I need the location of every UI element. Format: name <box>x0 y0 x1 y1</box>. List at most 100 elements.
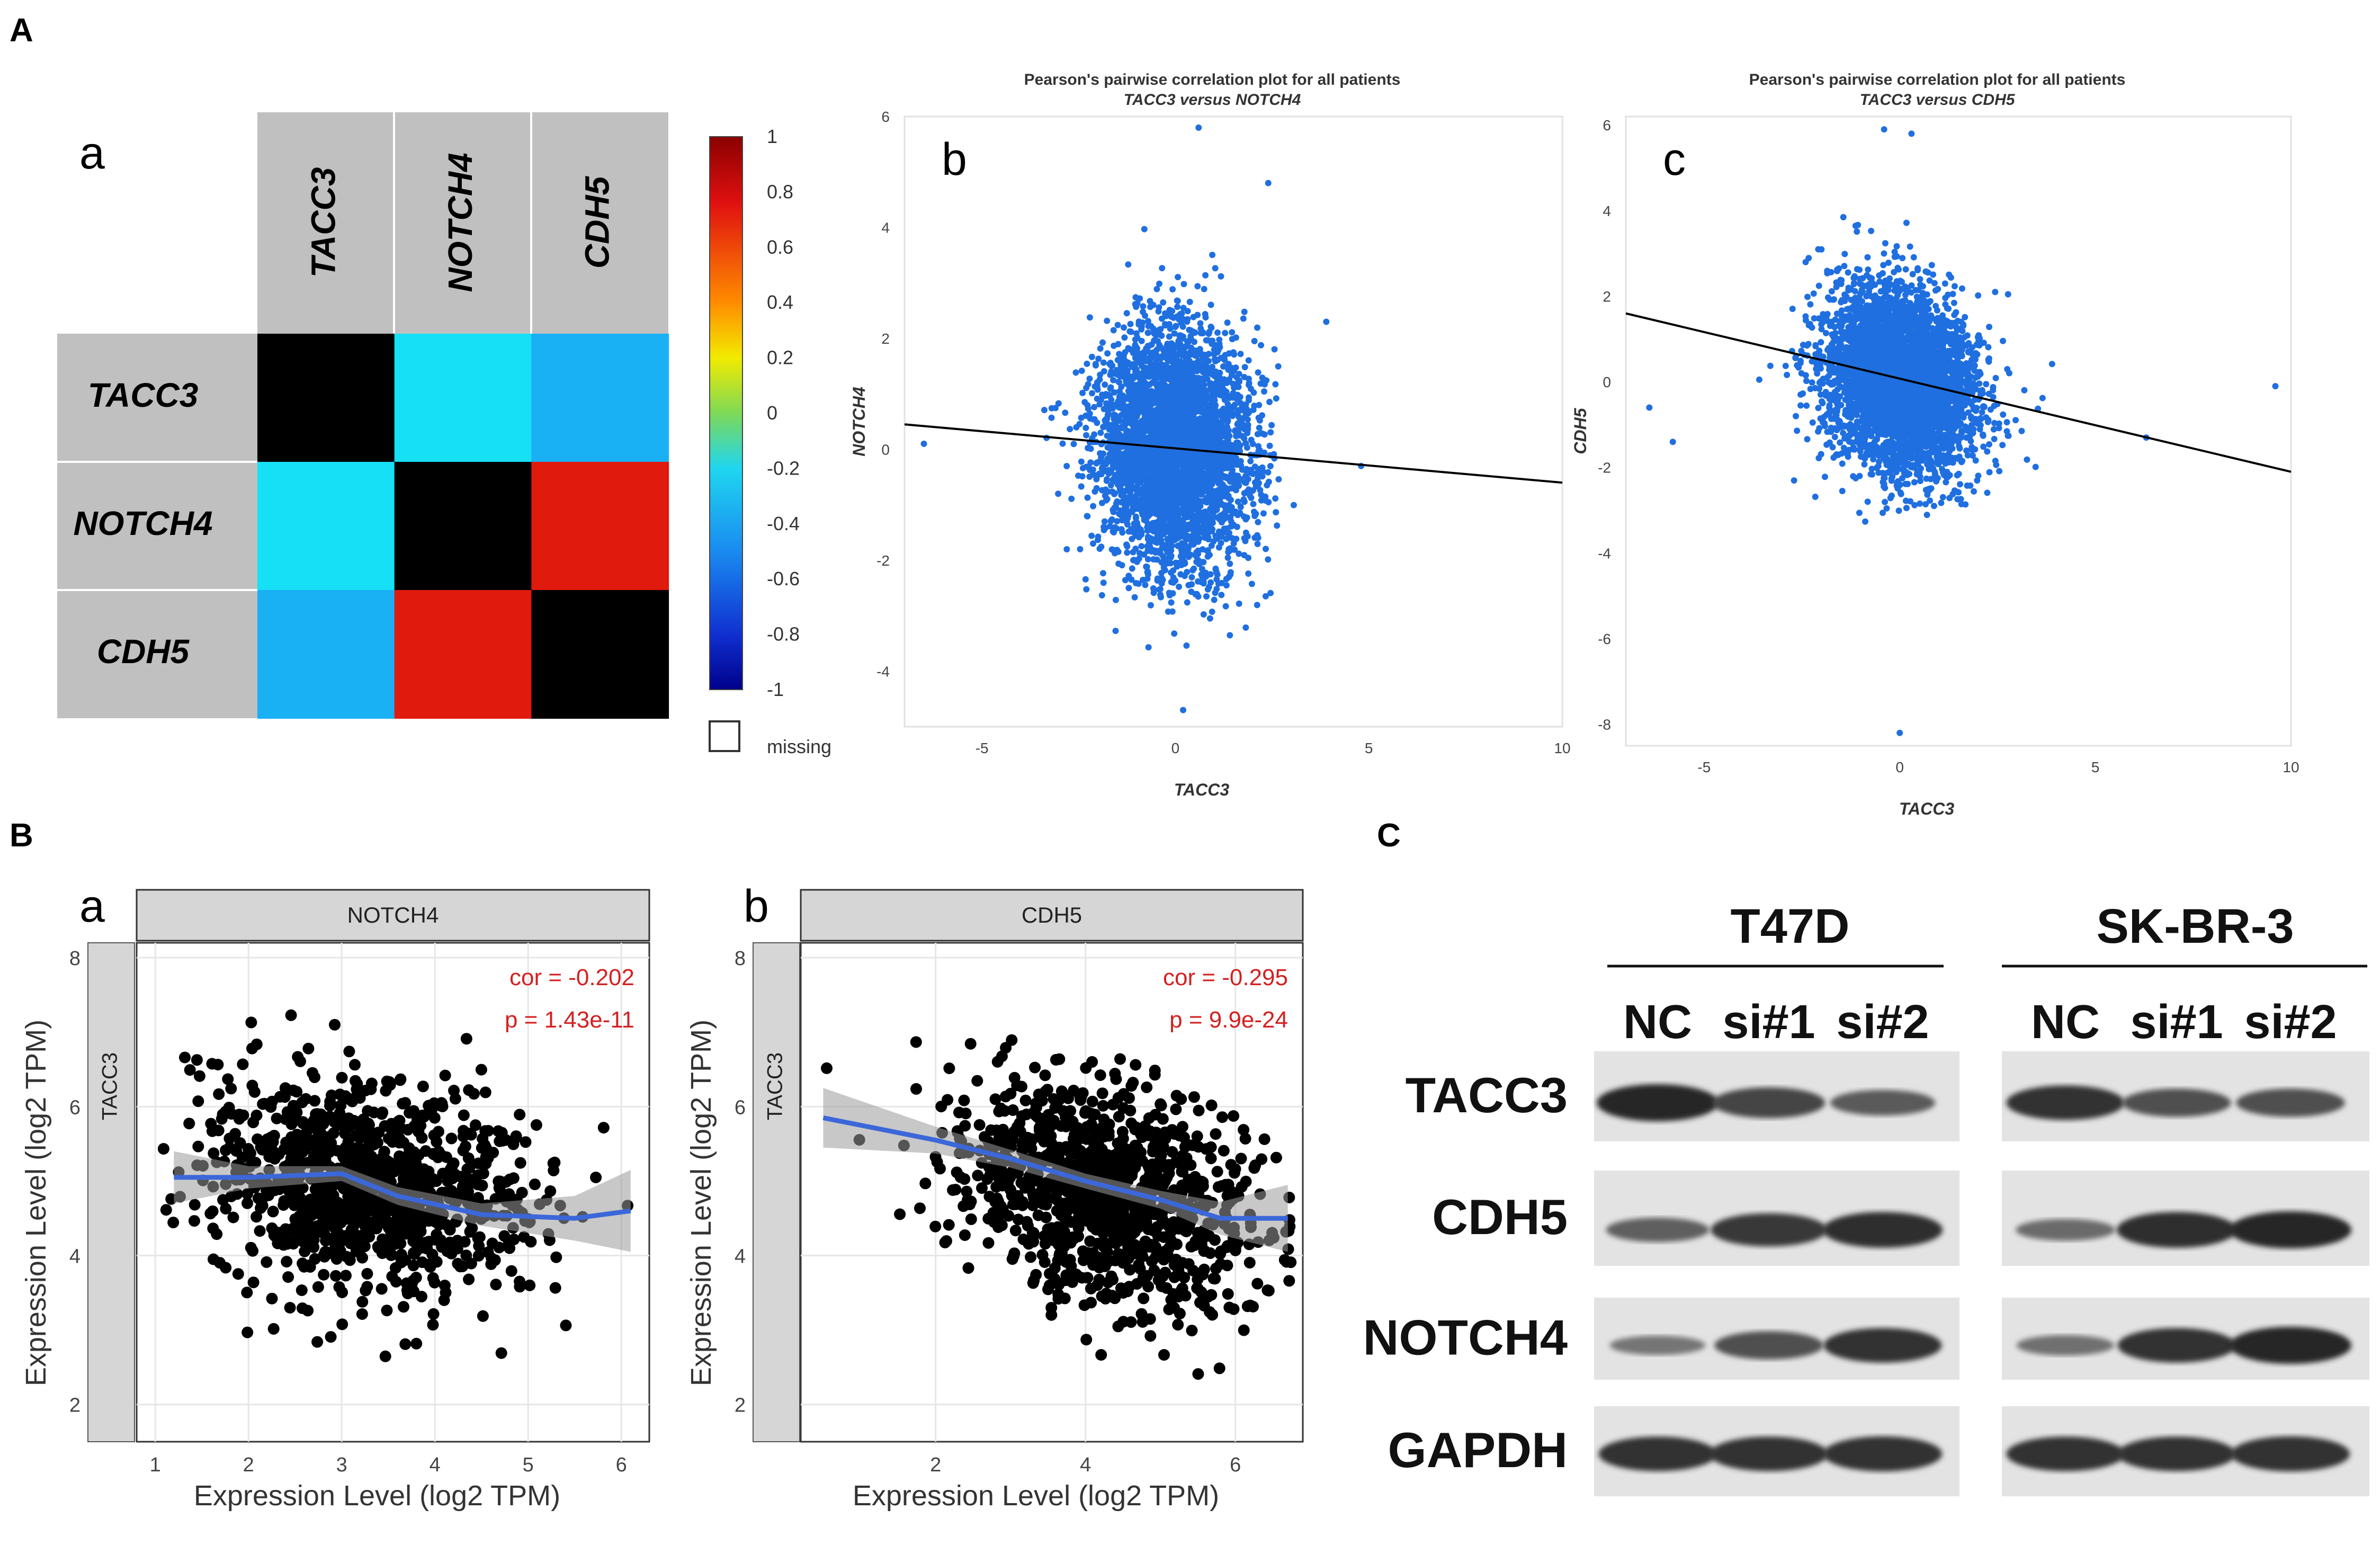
scatter-point <box>1174 303 1181 310</box>
scatter-point <box>1200 559 1207 566</box>
scatter-point <box>1202 354 1209 361</box>
colorbar-tick-label: -0.4 <box>767 513 800 534</box>
scatter-point <box>1048 414 1055 421</box>
scatter-point <box>1151 331 1158 337</box>
scatter-point <box>1159 265 1166 272</box>
scatter-point <box>1202 311 1209 318</box>
scatter-point <box>1219 463 1225 470</box>
scatter-point <box>1248 467 1254 474</box>
scatter-point <box>1084 494 1091 501</box>
scatter-point <box>1223 582 1230 589</box>
heatmap-cell-NOTCH4-CDH5 <box>531 462 669 591</box>
scatter-point <box>1157 508 1164 515</box>
scatter-point <box>1129 535 1135 542</box>
scatter-point <box>1154 373 1161 380</box>
scatter-point <box>1175 274 1182 281</box>
scatter-point <box>1068 495 1075 502</box>
scatter-point <box>1266 442 1273 449</box>
scatter-point <box>1164 417 1171 424</box>
scatter-point <box>1105 488 1112 495</box>
scatter-point <box>1110 327 1117 334</box>
scatter-point <box>1121 324 1127 331</box>
x-axis-label: TACC3 <box>1899 799 1955 818</box>
scatter-point <box>1160 299 1167 306</box>
scatter-point <box>1267 463 1274 469</box>
scatter-point <box>1110 405 1116 412</box>
scatter-point <box>1214 445 1221 452</box>
panel-label-C: C <box>1377 817 1401 854</box>
scatter-point <box>1272 381 1279 388</box>
scatter-point <box>1121 495 1128 502</box>
scatter-point <box>1153 539 1160 546</box>
scatter-point <box>1112 490 1119 497</box>
scatter-point <box>1144 535 1151 542</box>
y-tick-label: 2 <box>881 331 890 347</box>
scatter-point <box>1254 324 1260 331</box>
scatter-point <box>1157 467 1164 474</box>
scatter-point <box>1195 362 1202 369</box>
scatter-point <box>1189 536 1196 543</box>
scatter-point <box>1171 379 1178 385</box>
scatter-point <box>1222 508 1229 515</box>
scatter-point <box>1193 457 1200 463</box>
scatter-point <box>1245 357 1252 364</box>
scatter-point <box>1205 536 1212 542</box>
scatter-point <box>1142 312 1148 319</box>
panel-label-A: A <box>10 12 33 49</box>
scatter-point <box>2021 387 2028 394</box>
scatter-point <box>1237 351 1244 358</box>
scatter-point <box>1169 286 1176 293</box>
scatter-point <box>1102 381 1108 388</box>
scatter-point <box>1265 469 1272 476</box>
colorbar-tick-label: -0.6 <box>767 568 800 590</box>
heatmap-header-bg <box>257 112 668 334</box>
scatter-point <box>1218 592 1225 599</box>
scatter-point <box>1152 399 1159 406</box>
scatter-point <box>1194 501 1201 508</box>
scatter-point <box>1197 478 1204 485</box>
scatter-point <box>1242 479 1249 486</box>
scatter-point <box>1171 630 1178 637</box>
plot-title: Pearson's pairwise correlation plot for … <box>1024 71 1401 88</box>
scatter-point <box>1121 334 1128 341</box>
scatter-point <box>1233 535 1240 542</box>
scatter-point <box>1234 407 1241 414</box>
scatter-point <box>1141 379 1148 386</box>
panel-sublabel: b <box>942 134 967 185</box>
scatter-point <box>1209 341 1215 347</box>
scatter-point <box>1144 318 1151 325</box>
scatter-point <box>1157 586 1164 593</box>
scatter-point <box>1166 590 1173 596</box>
scatter-point <box>1229 336 1236 343</box>
scatter-point <box>1175 498 1182 505</box>
scatter-point <box>1173 459 1180 466</box>
scatter-point <box>1117 488 1124 495</box>
scatter-point <box>1166 351 1173 358</box>
scatter-point <box>1221 363 1228 370</box>
scatter-point <box>1124 549 1131 556</box>
scatter-point <box>1125 512 1132 519</box>
scatter-point <box>1216 529 1223 535</box>
scatter-point <box>1218 273 1224 280</box>
scatter-point <box>1228 523 1234 530</box>
scatter-point <box>1975 292 1982 299</box>
scatter-point <box>1083 432 1089 439</box>
scatter-point <box>1200 330 1206 337</box>
scatter-point <box>1205 483 1212 489</box>
scatter-point <box>1262 593 1269 600</box>
scatter-point <box>1187 428 1194 435</box>
scatter-point <box>1207 434 1214 441</box>
scatter-point <box>1130 349 1137 356</box>
scatter-point <box>1265 478 1272 485</box>
scatter-point <box>1100 579 1107 586</box>
scatter-point <box>1208 409 1215 416</box>
scatter-point <box>1246 408 1253 415</box>
scatter-point <box>1271 346 1278 353</box>
scatter-point <box>1055 490 1062 497</box>
scatter-point <box>1167 560 1174 567</box>
scatter-point <box>1228 442 1235 449</box>
scatter-point <box>1188 385 1195 391</box>
y-tick-label: -8 <box>1598 717 1611 733</box>
heatmap-col-label-CDH5: CDH5 <box>578 175 616 269</box>
scatter-point <box>1144 329 1151 336</box>
